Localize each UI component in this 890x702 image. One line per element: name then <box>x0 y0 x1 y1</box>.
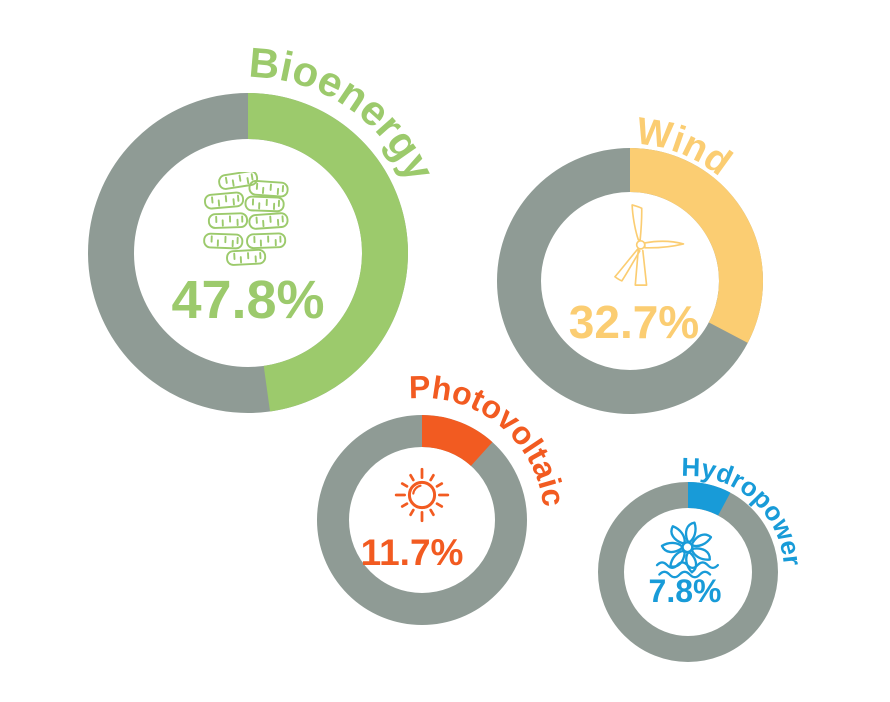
turbine-icon <box>614 204 685 286</box>
sun-icon <box>394 467 450 523</box>
hydropower-percent-value: 7.8% <box>649 573 722 609</box>
wind-value-arc <box>629 148 763 343</box>
bioenergy-percent-value: 47.8% <box>171 270 324 330</box>
bioenergy-value-arc <box>247 93 408 412</box>
hydropower-value-arc <box>687 482 731 516</box>
photovoltaic-percent-value: 11.7% <box>361 532 464 573</box>
wind-percent-value: 32.7% <box>569 296 699 348</box>
logs-icon <box>204 170 288 265</box>
waterwheel-icon <box>655 521 720 579</box>
photovoltaic-value-arc <box>421 415 493 467</box>
